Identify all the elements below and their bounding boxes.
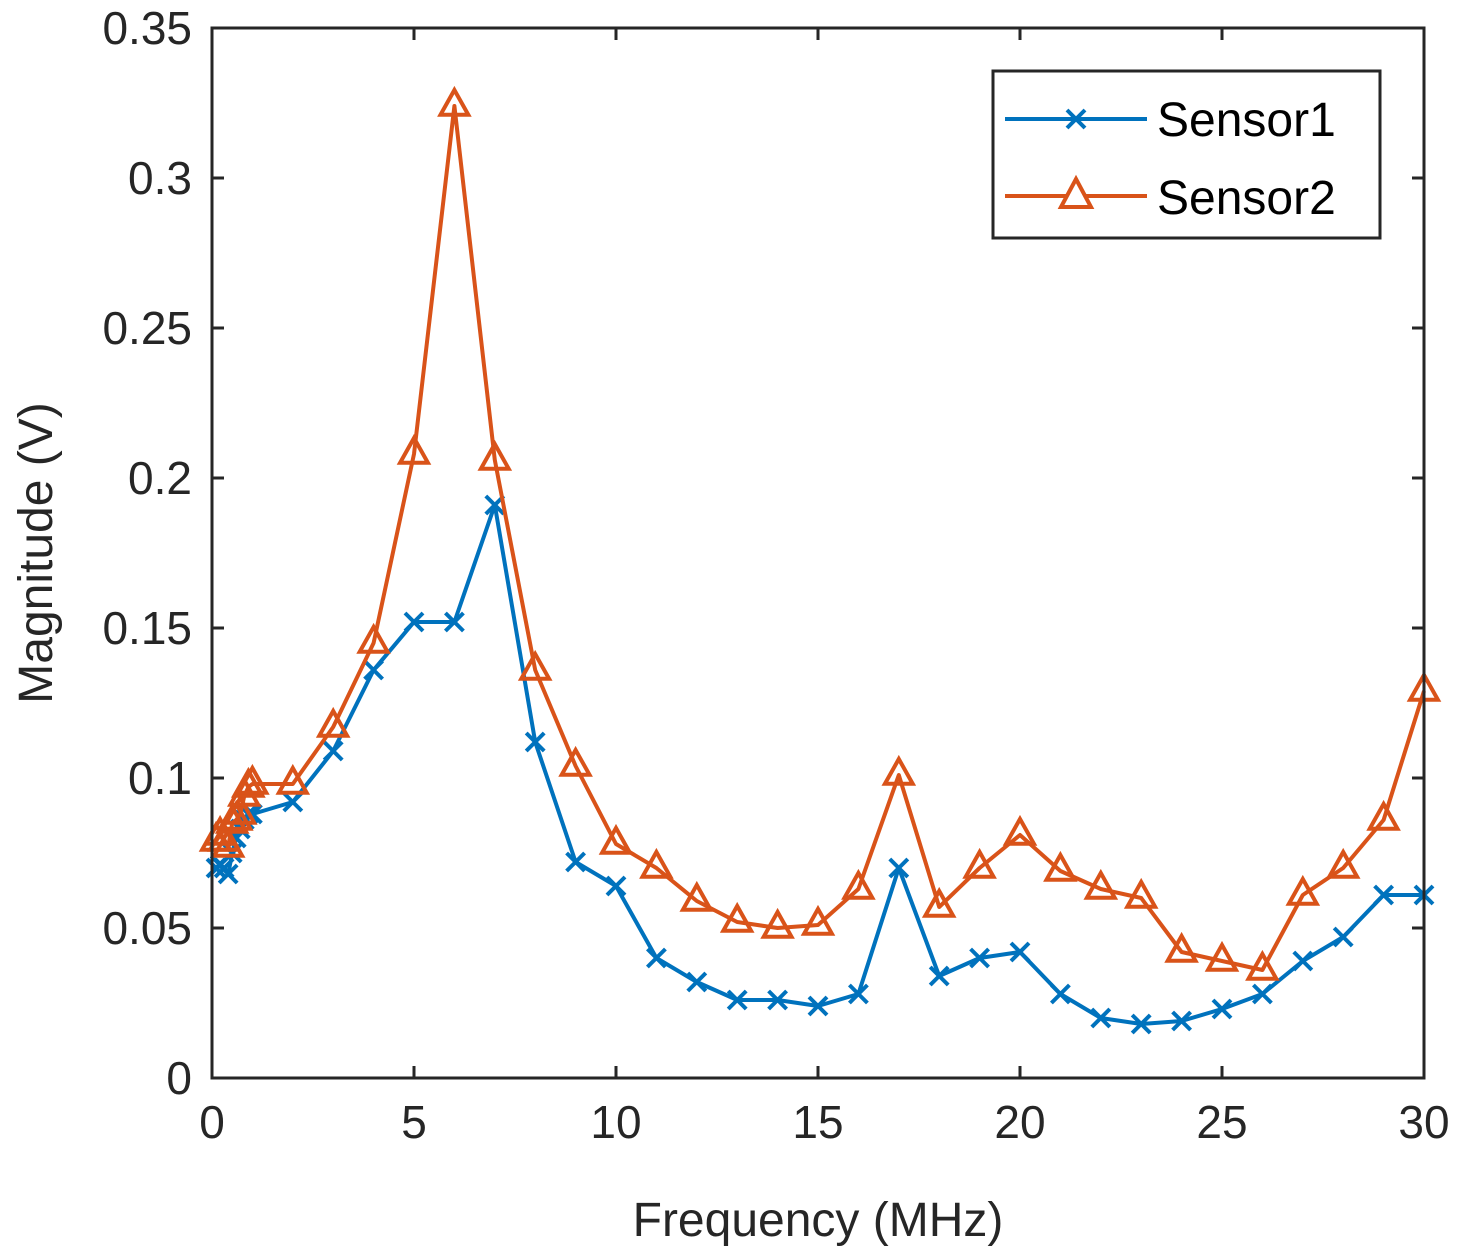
data-point-sensor2 xyxy=(841,868,876,900)
data-point-sensor2 xyxy=(1043,850,1078,882)
data-point-sensor2 xyxy=(800,904,836,936)
data-point-sensor2 xyxy=(639,847,674,879)
data-point-sensor2 xyxy=(230,766,266,798)
data-point-sensor2 xyxy=(921,886,957,918)
data-point-sensor2 xyxy=(1002,814,1038,846)
data-point-sensor1 xyxy=(1211,998,1233,1020)
data-point-sensor1 xyxy=(1009,941,1031,963)
x-tick-label: 10 xyxy=(590,1096,641,1148)
data-point-sensor2 xyxy=(679,880,715,912)
data-point-sensor2 xyxy=(1366,799,1401,831)
y-tick-label: 0.2 xyxy=(128,452,192,504)
data-point-sensor1 xyxy=(282,791,304,813)
data-point-sensor1 xyxy=(726,989,748,1011)
axes-box xyxy=(210,26,1426,1080)
legend: Sensor1 Sensor2 xyxy=(991,69,1382,240)
data-point-sensor1 xyxy=(767,989,789,1011)
plot-area xyxy=(198,85,1442,1035)
data-point-sensor1 xyxy=(686,971,708,993)
data-point-sensor2 xyxy=(477,439,513,471)
y-tick-label: 0.25 xyxy=(102,302,192,354)
data-point-sensor2 xyxy=(881,754,917,786)
x-tick-label: 25 xyxy=(1196,1096,1247,1148)
data-point-sensor1 xyxy=(363,659,385,681)
tick-labels: 0 5 10 15 20 25 30 0 0.05 0.1 0.15 0.2 0.25 0.3 0.35 xyxy=(102,2,1449,1148)
data-point-sensor2 xyxy=(962,847,997,879)
data-point-sensor1 xyxy=(1373,884,1395,906)
data-point-sensor1 xyxy=(1090,1007,1112,1029)
data-point-sensor1 xyxy=(1049,983,1071,1005)
data-point-sensor1 xyxy=(847,983,869,1005)
legend-label-sensor1: Sensor1 xyxy=(1157,94,1336,147)
data-point-sensor1 xyxy=(443,611,465,633)
x-tick-label: 15 xyxy=(792,1096,843,1148)
y-tick-label: 0.3 xyxy=(128,152,192,204)
x-axis-title: Frequency (MHz) xyxy=(633,1194,1004,1247)
data-point-sensor2 xyxy=(517,649,553,681)
data-point-sensor2 xyxy=(235,763,270,795)
data-point-sensor2 xyxy=(1285,874,1321,906)
data-point-sensor2 xyxy=(210,826,246,858)
data-point-sensor2 xyxy=(222,793,258,825)
data-point-sensor1 xyxy=(928,965,950,987)
data-point-sensor2 xyxy=(598,823,634,855)
y-tick-label: 0.05 xyxy=(102,902,192,954)
data-point-sensor2 xyxy=(1164,931,1199,963)
x-tick-label: 20 xyxy=(994,1096,1045,1148)
x-tick-label: 30 xyxy=(1398,1096,1449,1148)
legend-marker-sensor1 xyxy=(1065,108,1087,130)
data-point-sensor1 xyxy=(1171,1010,1193,1032)
series-line-sensor2 xyxy=(214,104,1426,972)
legend-box xyxy=(991,69,1382,240)
x-tick-label: 0 xyxy=(199,1096,225,1148)
data-point-sensor2 xyxy=(1245,949,1280,981)
data-point-sensor1 xyxy=(1332,926,1354,948)
data-point-sensor1 xyxy=(1292,950,1314,972)
data-point-sensor1 xyxy=(969,947,991,969)
data-point-sensor2 xyxy=(1083,868,1119,900)
data-point-sensor2 xyxy=(1123,877,1159,909)
data-point-sensor2 xyxy=(719,901,755,933)
data-point-sensor2 xyxy=(1325,847,1361,879)
y-tick-label: 0.35 xyxy=(102,2,192,54)
data-point-sensor1 xyxy=(565,851,587,873)
data-point-sensor1 xyxy=(645,947,667,969)
y-tick-label: 0 xyxy=(166,1052,192,1104)
data-point-sensor1 xyxy=(605,875,627,897)
y-tick-label: 0.1 xyxy=(128,752,192,804)
data-point-sensor1 xyxy=(403,611,425,633)
data-point-sensor1 xyxy=(322,740,344,762)
data-point-sensor1 xyxy=(524,731,546,753)
data-point-sensor2 xyxy=(356,622,391,654)
data-point-sensor1 xyxy=(807,995,829,1017)
data-point-sensor1 xyxy=(1130,1013,1152,1035)
data-point-sensor2 xyxy=(396,433,432,465)
data-point-sensor1 xyxy=(888,857,910,879)
data-point-sensor2 xyxy=(558,745,593,777)
legend-label-sensor2: Sensor2 xyxy=(1157,172,1336,225)
data-point-sensor1 xyxy=(217,863,239,885)
x-tick-label: 5 xyxy=(401,1096,427,1148)
y-axis-title: Magnitude (V) xyxy=(10,402,63,703)
data-point-sensor2 xyxy=(437,85,472,117)
data-point-sensor2 xyxy=(315,706,351,738)
data-point-sensor2 xyxy=(760,907,795,939)
data-point-sensor2 xyxy=(214,802,250,834)
data-point-sensor1 xyxy=(1251,983,1273,1005)
data-point-sensor2 xyxy=(275,763,311,795)
data-point-sensor2 xyxy=(1204,940,1240,972)
legend-marker-sensor2 xyxy=(1057,174,1095,209)
y-tick-label: 0.15 xyxy=(102,602,192,654)
